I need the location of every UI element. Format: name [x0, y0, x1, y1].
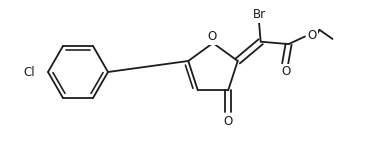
Text: O: O	[224, 115, 233, 128]
Text: Cl: Cl	[23, 65, 35, 79]
Text: O: O	[208, 30, 217, 43]
Text: O: O	[307, 29, 316, 42]
Text: Br: Br	[253, 8, 265, 21]
Text: O: O	[282, 65, 291, 78]
